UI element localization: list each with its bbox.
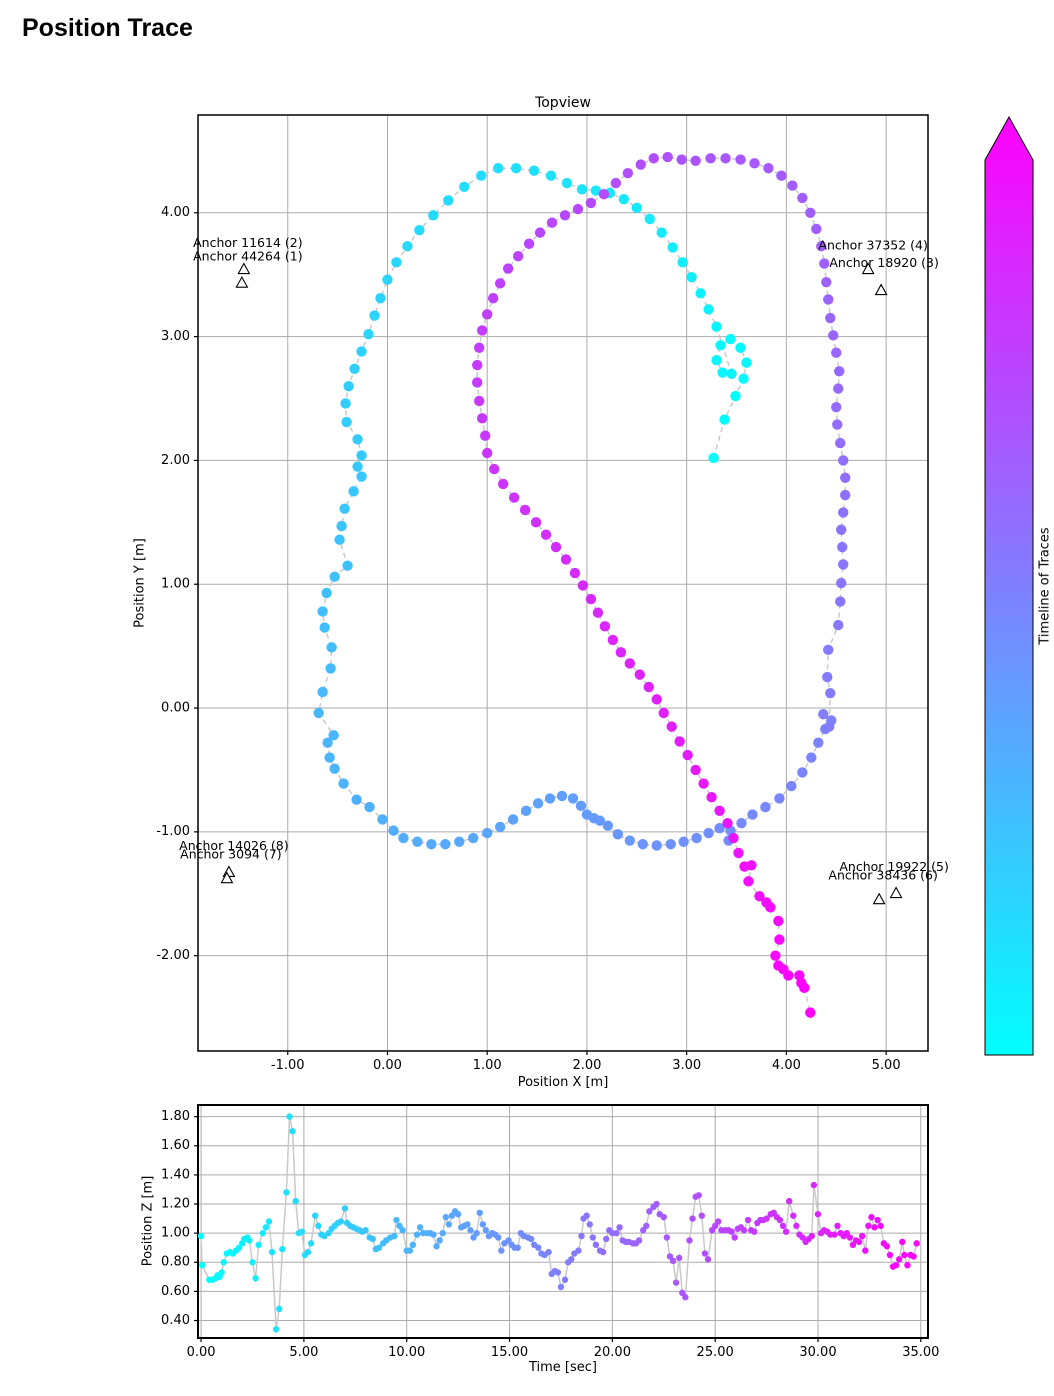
y-axis-label-timeline: Position Z [m] [140,1175,156,1267]
colorbar-label: Timeline of Traces [1037,527,1053,645]
x-axis-label-timeline: Time [sec] [528,1360,597,1375]
x-axis-label-topview: Position X [m] [517,1075,609,1090]
y-axis-label-topview: Position Y [m] [132,538,148,628]
topview-title: Topview [535,95,591,111]
